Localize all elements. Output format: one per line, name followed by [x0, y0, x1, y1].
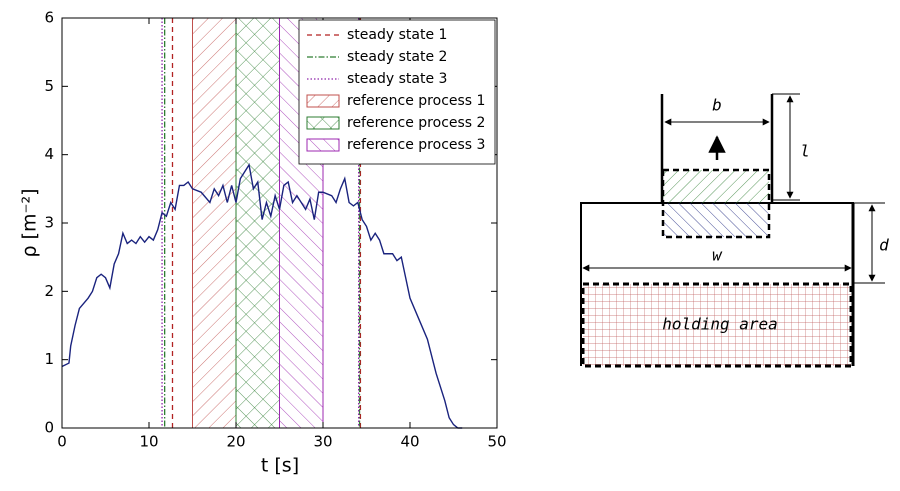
legend-label: reference process 3: [347, 137, 485, 153]
y-tick-label: 2: [44, 282, 54, 300]
legend-swatch: [306, 116, 340, 130]
legend-swatch: [306, 138, 340, 152]
legend-label: steady state 3: [347, 71, 447, 87]
label-d: d: [879, 236, 889, 255]
x-axis-label: t [s]: [261, 455, 299, 477]
x-tick-label: 40: [400, 433, 419, 451]
x-tick-label: 20: [226, 433, 245, 451]
y-tick-label: 1: [44, 350, 54, 368]
entrance-outside: [663, 170, 769, 203]
dimension-d-ticks: [853, 202, 885, 284]
legend-label: reference process 1: [347, 93, 485, 109]
y-tick-label: 0: [44, 419, 54, 437]
entrance-inside: [663, 203, 769, 237]
legend-label: steady state 2: [347, 49, 447, 65]
legend: steady state 1 steady state 2 steady state…: [298, 19, 496, 165]
holding-area-fill: [583, 284, 851, 366]
legend-swatch: [306, 94, 340, 108]
entrance-border: [661, 168, 771, 239]
holding-area-border: [581, 282, 853, 368]
y-tick-label: 4: [44, 145, 54, 163]
density-line: [61, 163, 463, 429]
x-tick-label: 0: [57, 433, 67, 451]
label-w: w: [712, 246, 723, 265]
legend-label: steady state 1: [347, 27, 447, 43]
x-tick-label: 10: [139, 433, 158, 451]
y-tick-label: 5: [44, 77, 54, 95]
y-tick-label: 3: [44, 214, 54, 232]
legend-label: reference process 2: [347, 115, 485, 131]
x-tick-label: 50: [487, 433, 506, 451]
x-tick-label: 30: [313, 433, 332, 451]
dimension-l-ticks: [772, 93, 800, 201]
reference-span: [235, 17, 280, 429]
label-b: b: [712, 96, 722, 115]
reference-span: [192, 17, 237, 429]
label-holding-area: holding area: [662, 315, 778, 334]
y-axis-label: ρ [m⁻²]: [19, 188, 41, 257]
diagram: [580, 93, 885, 368]
y-tick-label: 6: [44, 9, 54, 27]
label-l: l: [800, 142, 810, 161]
